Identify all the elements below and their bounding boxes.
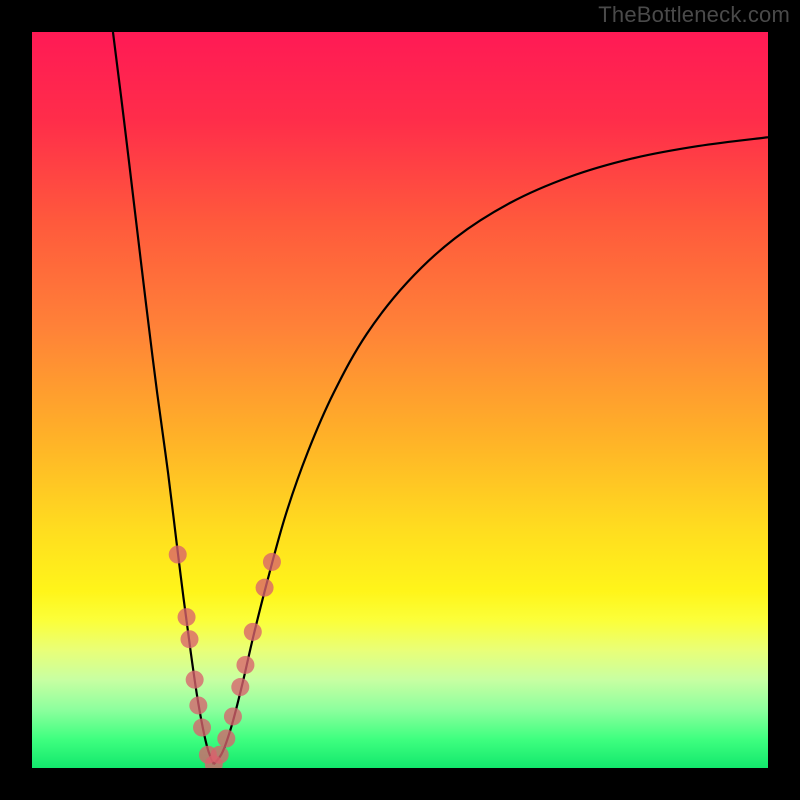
curve-left: [113, 32, 214, 764]
marker-dot: [224, 707, 242, 725]
marker-dot: [178, 608, 196, 626]
marker-dot: [231, 678, 249, 696]
marker-layer: [169, 546, 281, 768]
marker-dot: [169, 546, 187, 564]
curve-right: [214, 137, 768, 764]
marker-dot: [211, 746, 229, 764]
chart-svg: [32, 32, 768, 768]
watermark-text: TheBottleneck.com: [598, 2, 790, 27]
marker-dot: [189, 696, 207, 714]
watermark-container: TheBottleneck.com: [598, 2, 790, 28]
marker-dot: [236, 656, 254, 674]
plot-area: [32, 32, 768, 768]
chart-stage: { "watermark": { "text": "TheBottleneck.…: [0, 0, 800, 800]
marker-dot: [263, 553, 281, 571]
marker-dot: [217, 730, 235, 748]
marker-dot: [181, 630, 199, 648]
marker-dot: [186, 671, 204, 689]
marker-dot: [244, 623, 262, 641]
marker-dot: [193, 719, 211, 737]
marker-dot: [256, 579, 274, 597]
